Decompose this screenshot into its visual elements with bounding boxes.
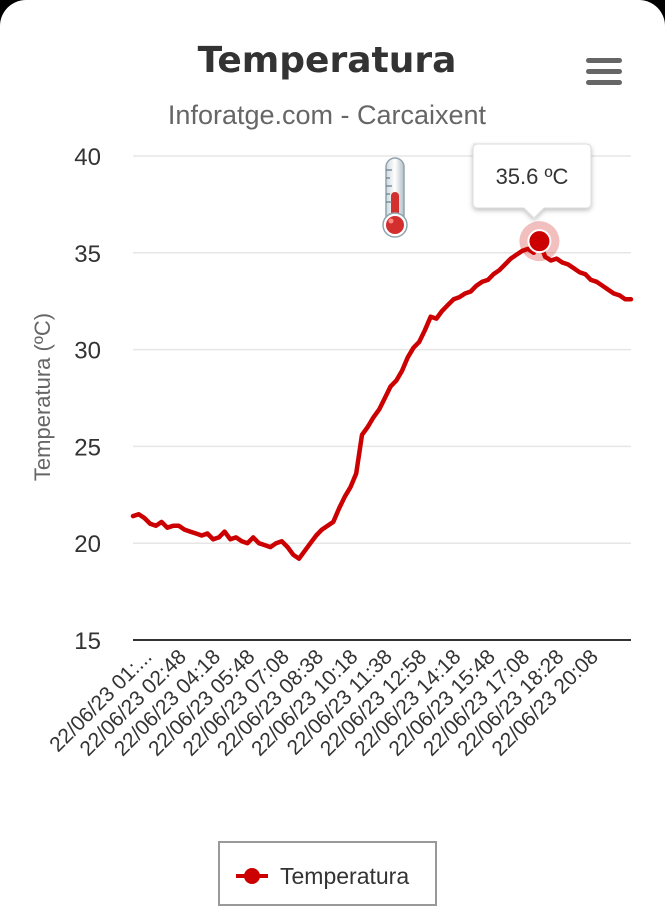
legend-item-temperatura: Temperatura [280,863,409,889]
y-tick-label: 25 [74,434,101,461]
chart-title: Temperatura [198,40,457,81]
y-tick-label: 35 [74,241,101,268]
series-temperatura [130,221,634,561]
chart-subtitle: Inforatge.com - Carcaixent [168,100,487,130]
y-axis-label: Temperatura (ºC) [30,313,55,481]
y-tick-label: 15 [74,628,101,655]
data-point-hovered[interactable] [527,229,552,254]
thermometer-icon [382,157,408,238]
series-line [130,238,634,561]
y-axis-ticks: 15 20 25 30 35 40 [74,144,101,655]
tooltip [472,143,592,219]
legend[interactable]: Temperatura [218,841,437,906]
y-tick-label: 40 [74,144,101,171]
tooltip-value: 35.6 ºC [496,164,569,189]
hamburger-menu-icon[interactable] [580,50,628,92]
grid-lines [133,155,631,641]
legend-marker [244,868,260,884]
y-tick-label: 20 [74,531,101,558]
y-tick-label: 30 [74,338,101,365]
